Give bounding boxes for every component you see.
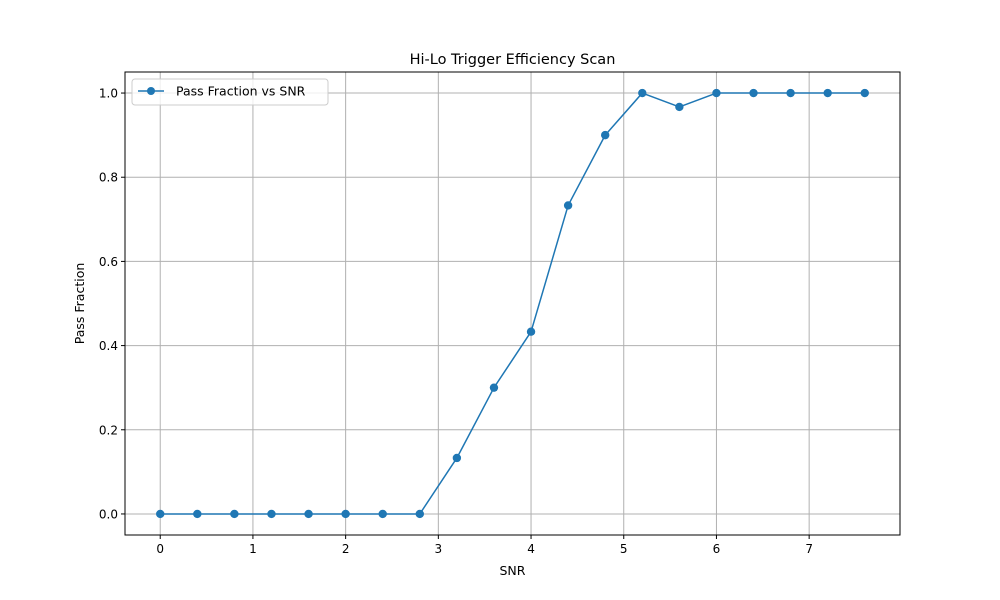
data-point bbox=[156, 509, 165, 519]
data-point bbox=[415, 509, 424, 519]
data-point bbox=[638, 88, 647, 98]
y-tick-label: 0.6 bbox=[99, 255, 118, 269]
data-point bbox=[563, 201, 573, 210]
y-axis-label: Pass Fraction bbox=[72, 263, 87, 345]
plot-frame bbox=[124, 71, 901, 536]
legend-marker-swatch bbox=[147, 87, 155, 95]
data-point bbox=[452, 453, 462, 463]
legend: Pass Fraction vs SNR bbox=[131, 78, 329, 106]
x-tick-label: 1 bbox=[249, 542, 257, 556]
data-point bbox=[526, 327, 536, 336]
data-point bbox=[230, 509, 239, 519]
x-tick-label: 4 bbox=[527, 542, 535, 556]
legend-label: Pass Fraction vs SNR bbox=[176, 84, 306, 99]
x-tick-label: 0 bbox=[156, 542, 164, 556]
data-point bbox=[304, 509, 313, 519]
data-point bbox=[267, 509, 276, 519]
data-point bbox=[712, 88, 721, 98]
data-point bbox=[786, 88, 795, 98]
x-tick-label: 7 bbox=[805, 542, 813, 556]
x-tick-label: 5 bbox=[620, 542, 628, 556]
y-tick-label: 1.0 bbox=[99, 87, 118, 101]
x-tick-label: 2 bbox=[342, 542, 350, 556]
data-point bbox=[341, 509, 350, 519]
x-axis-label: SNR bbox=[500, 563, 526, 578]
series-layer bbox=[156, 88, 869, 519]
data-point bbox=[489, 383, 499, 392]
chart-title: Hi-Lo Trigger Efficiency Scan bbox=[410, 52, 616, 68]
y-tick-label: 0.2 bbox=[99, 423, 118, 437]
axis-ticks: 0 1 2 3 4 5 6 7 0.0 0.2 0.4 0.6 0.8 1.0 bbox=[99, 87, 813, 556]
legend-box bbox=[131, 78, 329, 106]
data-point bbox=[193, 509, 202, 519]
y-tick-label: 0.4 bbox=[99, 339, 118, 353]
y-tick-label: 0.0 bbox=[99, 507, 118, 521]
x-tick-label: 3 bbox=[435, 542, 443, 556]
data-point bbox=[860, 88, 869, 98]
data-point bbox=[749, 88, 758, 98]
x-tick-label: 6 bbox=[713, 542, 721, 556]
data-point bbox=[601, 130, 610, 140]
data-point bbox=[675, 102, 684, 112]
series-line bbox=[160, 92, 865, 515]
data-point bbox=[378, 509, 387, 519]
y-tick-label: 0.8 bbox=[99, 171, 118, 185]
data-point bbox=[823, 88, 832, 98]
